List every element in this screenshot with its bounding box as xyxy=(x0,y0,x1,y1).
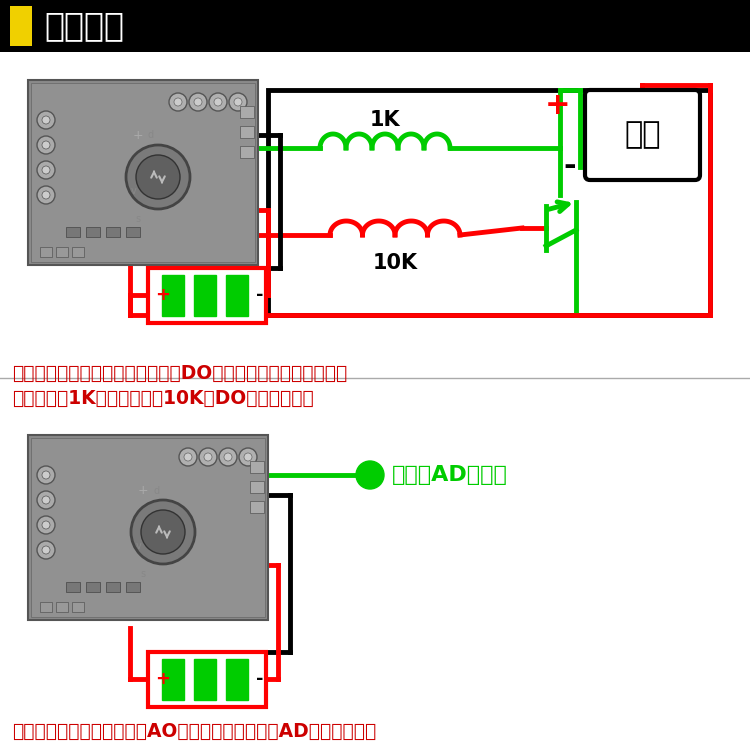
Bar xyxy=(162,275,184,316)
Bar xyxy=(148,652,266,707)
Circle shape xyxy=(37,186,55,204)
Circle shape xyxy=(37,136,55,154)
Bar xyxy=(194,659,216,700)
Circle shape xyxy=(199,448,217,466)
Bar xyxy=(10,6,32,46)
Bar xyxy=(268,90,710,315)
Bar xyxy=(250,481,264,493)
Circle shape xyxy=(126,145,190,209)
Circle shape xyxy=(136,155,180,199)
Bar xyxy=(86,582,100,592)
Circle shape xyxy=(169,93,187,111)
Circle shape xyxy=(204,453,212,461)
Bar xyxy=(250,461,264,473)
Text: +: + xyxy=(545,91,571,119)
Bar xyxy=(106,582,120,592)
Circle shape xyxy=(37,541,55,559)
Text: d: d xyxy=(148,131,154,141)
Text: v: v xyxy=(136,541,142,551)
Circle shape xyxy=(179,448,197,466)
Bar xyxy=(66,582,80,592)
Bar xyxy=(126,227,140,237)
Circle shape xyxy=(234,98,242,106)
Circle shape xyxy=(184,453,192,461)
Bar xyxy=(148,268,266,323)
Bar xyxy=(31,438,265,617)
Text: 单片机AD采集口: 单片机AD采集口 xyxy=(392,465,508,485)
Circle shape xyxy=(244,453,252,461)
Circle shape xyxy=(194,98,202,106)
Circle shape xyxy=(239,448,257,466)
Text: -: - xyxy=(564,153,576,181)
Bar xyxy=(40,247,52,257)
Bar xyxy=(86,227,100,237)
Bar xyxy=(56,602,68,612)
Bar xyxy=(31,83,255,262)
Circle shape xyxy=(131,500,195,564)
Text: s: s xyxy=(140,569,146,579)
Text: 原理：无需过多复杂电路，AO口可直接通过单片机AD口采集电压。: 原理：无需过多复杂电路，AO口可直接通过单片机AD口采集电压。 xyxy=(12,722,376,741)
Bar xyxy=(40,602,52,612)
Text: 1K: 1K xyxy=(370,110,400,130)
Circle shape xyxy=(214,98,222,106)
Circle shape xyxy=(37,491,55,509)
Circle shape xyxy=(356,461,384,489)
Circle shape xyxy=(224,453,232,461)
Bar xyxy=(0,0,750,52)
Circle shape xyxy=(42,521,50,529)
Circle shape xyxy=(37,516,55,534)
Circle shape xyxy=(229,93,247,111)
Text: 原理：当探头检测超过设定值时，DO输出低电平，三极管导通，: 原理：当探头检测超过设定值时，DO输出低电平，三极管导通， xyxy=(12,364,347,383)
Bar xyxy=(66,227,80,237)
Bar xyxy=(162,659,184,700)
Bar xyxy=(226,275,248,316)
Circle shape xyxy=(42,141,50,149)
Text: +: + xyxy=(133,129,144,142)
Bar xyxy=(194,275,216,316)
Circle shape xyxy=(42,471,50,479)
Circle shape xyxy=(42,116,50,124)
Text: 接线示意: 接线示意 xyxy=(44,10,124,42)
Circle shape xyxy=(42,546,50,554)
Circle shape xyxy=(189,93,207,111)
Text: +: + xyxy=(155,287,170,305)
Circle shape xyxy=(37,161,55,179)
Bar xyxy=(240,146,254,158)
Text: +: + xyxy=(138,484,148,497)
Bar xyxy=(28,80,258,265)
FancyBboxPatch shape xyxy=(585,90,700,180)
Text: 10K: 10K xyxy=(373,253,418,273)
Text: 负载工作。1K为限流电阻，10K为DO口上拉电阻。: 负载工作。1K为限流电阻，10K为DO口上拉电阻。 xyxy=(12,389,314,408)
Circle shape xyxy=(42,191,50,199)
Bar xyxy=(56,247,68,257)
Bar xyxy=(240,126,254,138)
Bar xyxy=(126,582,140,592)
Circle shape xyxy=(42,166,50,174)
Text: 负载: 负载 xyxy=(624,120,661,150)
Bar xyxy=(72,602,84,612)
Bar xyxy=(72,247,84,257)
Text: s: s xyxy=(135,214,140,224)
Text: -: - xyxy=(256,671,263,689)
Bar xyxy=(250,501,264,513)
Circle shape xyxy=(42,496,50,504)
Circle shape xyxy=(37,466,55,484)
Text: -: - xyxy=(256,287,263,305)
Circle shape xyxy=(37,111,55,129)
Text: d: d xyxy=(153,485,159,495)
Circle shape xyxy=(219,448,237,466)
Text: v: v xyxy=(131,186,136,196)
Text: +: + xyxy=(155,671,170,689)
Circle shape xyxy=(209,93,227,111)
Circle shape xyxy=(141,510,185,554)
Bar xyxy=(106,227,120,237)
Bar xyxy=(226,659,248,700)
Bar xyxy=(28,435,268,620)
Bar xyxy=(240,106,254,118)
Circle shape xyxy=(174,98,182,106)
